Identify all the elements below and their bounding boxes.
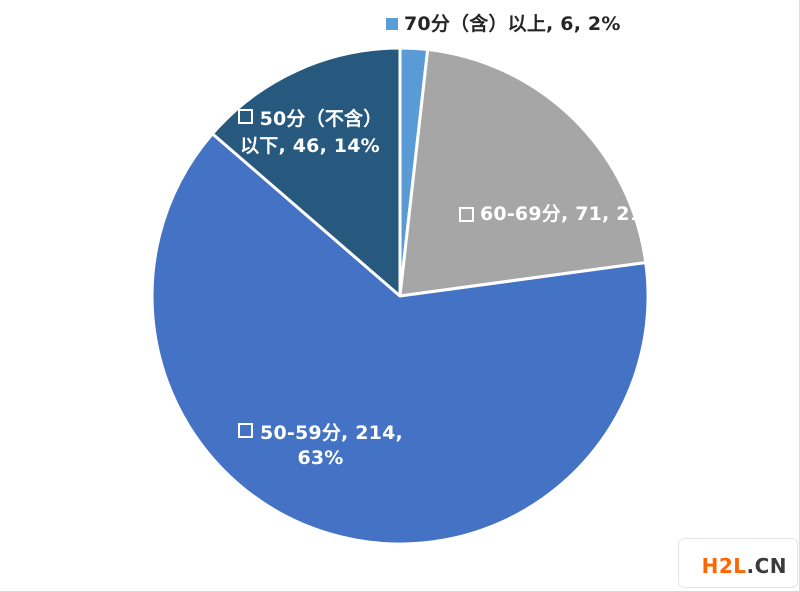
legend-key-50below-icon — [237, 109, 253, 124]
legend-key-5059-icon — [238, 423, 254, 438]
watermark-badge: H2L .CN — [678, 538, 798, 588]
data-label-50below-line1: 50分（不含） — [259, 108, 383, 130]
data-label-5059-line1: 50-59分, 214, — [260, 422, 403, 444]
data-label-6069: 60-69分, 71, 21% — [459, 201, 662, 227]
pie-slice-2 — [398, 48, 648, 298]
legend-key-70plus-icon — [386, 18, 398, 30]
data-label-50below: 50分（不含） 以下, 46, 14% — [225, 106, 395, 160]
data-label-5059: 50-59分, 214, 63% — [228, 421, 413, 471]
legend-key-6069-icon — [459, 206, 474, 222]
watermark-brand: H2L — [701, 554, 747, 578]
watermark-suffix: .CN — [746, 554, 787, 578]
data-label-50below-line2: 以下, 46, 14% — [240, 135, 380, 157]
data-label-70plus: 70分（含）以上, 6, 2% — [386, 11, 621, 37]
data-label-6069-text: 60-69分, 71, 21% — [480, 203, 663, 225]
pie-slice-4 — [210, 46, 402, 298]
data-label-70plus-text: 70分（含）以上, 6, 2% — [404, 13, 621, 35]
pie-slice-3 — [150, 132, 650, 546]
data-label-5059-line2: 63% — [297, 447, 344, 469]
